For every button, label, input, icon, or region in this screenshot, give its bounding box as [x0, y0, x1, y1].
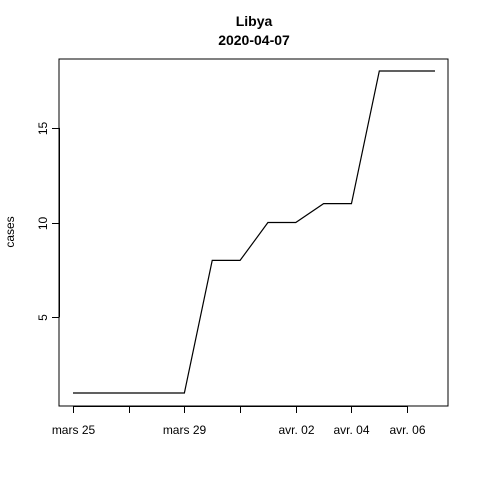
x-tick-label: avr. 02: [278, 423, 314, 437]
x-tick-label: avr. 04: [333, 423, 369, 437]
plot-area: [58, 58, 449, 407]
y-tick-label: 5: [36, 314, 50, 321]
x-tick-label: mars 25: [52, 423, 96, 437]
y-tick-label: 10: [36, 217, 50, 231]
chart-subtitle: 2020-04-07: [218, 32, 290, 48]
x-tick-label: mars 29: [163, 423, 207, 437]
y-axis-label: cases: [3, 216, 17, 247]
chart-title: Libya: [236, 13, 273, 29]
y-tick-label: 15: [36, 122, 50, 136]
series-group: [73, 70, 435, 394]
x-axis: mars 25 mars 29 avr. 02 avr. 04 avr. 06: [52, 406, 426, 437]
series-line: [73, 70, 435, 394]
y-axis: 5 10 15: [36, 122, 60, 321]
x-tick-label: avr. 06: [389, 423, 425, 437]
